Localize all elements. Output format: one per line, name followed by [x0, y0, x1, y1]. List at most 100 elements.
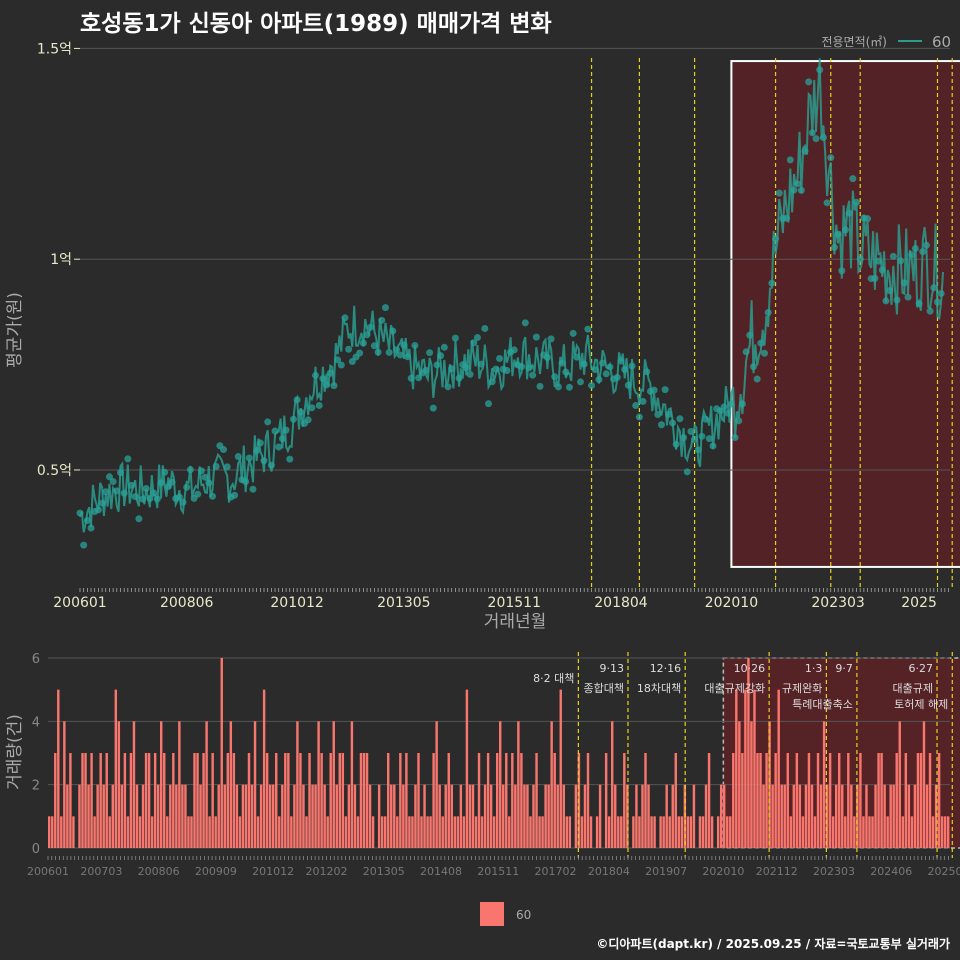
volume-x-tick-label: 202509	[927, 865, 960, 878]
volume-bar	[847, 753, 850, 848]
price-point	[654, 411, 662, 419]
volume-bar	[859, 753, 862, 848]
volume-bar	[489, 784, 493, 848]
x-tick-label: 201305	[377, 595, 430, 611]
price-point	[676, 415, 684, 423]
price-point	[580, 360, 588, 368]
price-point	[797, 186, 805, 194]
volume-bar	[284, 753, 287, 848]
x-tick-label: 200601	[53, 595, 106, 611]
price-point	[220, 446, 228, 454]
price-point	[908, 251, 916, 259]
price-point	[223, 463, 231, 471]
price-point	[356, 349, 364, 357]
price-point	[109, 477, 117, 485]
price-point	[672, 440, 680, 448]
volume-x-tick-label: 201305	[363, 865, 405, 878]
price-point	[621, 365, 629, 373]
price-point	[161, 468, 169, 476]
volume-bar	[302, 784, 305, 848]
volume-bar	[417, 753, 420, 848]
price-point	[76, 509, 84, 517]
volume-bar	[87, 784, 90, 848]
price-point	[613, 373, 621, 381]
volume-bar	[804, 784, 808, 848]
price-point	[698, 432, 706, 440]
volume-bar	[132, 721, 136, 848]
price-point	[197, 467, 205, 475]
price-point	[407, 374, 415, 382]
volume-bar	[574, 784, 578, 848]
volume-bar	[196, 753, 199, 848]
price-point	[470, 339, 478, 347]
price-point	[234, 453, 242, 461]
volume-bar	[390, 784, 393, 848]
volume-bar	[314, 784, 317, 848]
price-point	[543, 353, 551, 361]
y-axis-label: 평균가(원)	[5, 292, 25, 368]
volume-x-tick-label: 202112	[756, 865, 798, 878]
y-tick-label: 0.5억	[37, 463, 72, 479]
price-point	[94, 506, 102, 514]
volume-bar	[850, 784, 853, 848]
volume-bar	[317, 721, 320, 848]
volume-bar	[668, 816, 671, 848]
volume-bar	[290, 816, 293, 848]
price-point	[808, 129, 816, 137]
volume-bar	[99, 753, 102, 848]
policy-name-label: 대출규제	[893, 682, 933, 695]
volume-bar	[565, 816, 569, 848]
volume-bar	[614, 784, 617, 848]
volume-bar	[650, 816, 653, 848]
price-point	[547, 335, 555, 343]
price-point	[562, 368, 570, 376]
price-point	[569, 329, 577, 337]
volume-bar	[707, 753, 711, 848]
volume-bar	[810, 784, 814, 848]
price-point	[930, 284, 938, 292]
volume-bar	[483, 784, 487, 848]
volume-bar	[93, 816, 96, 848]
price-point	[426, 349, 434, 357]
price-point	[691, 436, 699, 444]
price-point	[720, 403, 728, 411]
volume-bar	[604, 753, 608, 848]
price-point	[186, 466, 194, 474]
volume-bar	[138, 816, 142, 848]
price-point	[334, 356, 342, 364]
volume-bar	[698, 816, 702, 848]
volume-bar	[732, 753, 735, 848]
policy-name-label: 종합대책	[583, 682, 623, 695]
volume-bar	[583, 784, 587, 848]
price-point	[588, 382, 596, 390]
volume-bar	[432, 753, 435, 848]
volume-bar	[380, 816, 384, 848]
volume-bar	[671, 784, 674, 848]
volume-bar	[828, 753, 832, 848]
price-point	[282, 426, 290, 434]
volume-bar	[841, 784, 844, 848]
volume-x-tick-label: 201907	[645, 865, 687, 878]
price-point	[635, 413, 643, 421]
price-point	[875, 257, 883, 265]
price-point	[462, 364, 470, 372]
volume-bar	[477, 753, 481, 848]
price-point	[337, 361, 345, 369]
volume-bar	[447, 753, 450, 848]
volume-bar	[123, 753, 127, 848]
volume-bar	[350, 721, 354, 848]
volume-bar	[901, 816, 904, 848]
volume-bar	[438, 784, 441, 848]
volume-bar	[928, 753, 932, 848]
volume-bar	[925, 784, 929, 848]
volume-bar	[135, 784, 139, 848]
volume-bar	[144, 753, 148, 848]
volume-bar	[816, 753, 820, 848]
price-point	[477, 360, 485, 368]
volume-bar	[205, 721, 208, 848]
x-axis-label: 거래년월	[484, 612, 547, 632]
volume-bar	[117, 721, 121, 848]
volume-bar	[541, 816, 544, 848]
price-point	[249, 485, 257, 493]
